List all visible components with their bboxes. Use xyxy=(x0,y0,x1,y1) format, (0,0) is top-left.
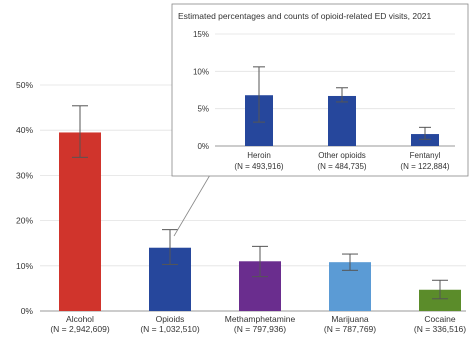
bar xyxy=(328,95,356,146)
inset-title: Estimated percentages and counts of opio… xyxy=(178,11,432,21)
y-tick-label: 40% xyxy=(16,125,33,135)
bar xyxy=(419,289,461,311)
category-label: Opioids xyxy=(156,314,185,324)
inset-callout-pointer xyxy=(173,174,211,237)
y-tick-label: 50% xyxy=(16,80,33,90)
category-count-label: (N = 336,516) xyxy=(414,324,466,334)
inset-bar-chart: Estimated percentages and counts of opio… xyxy=(171,3,469,177)
category-label: Methamphetamine xyxy=(225,314,296,324)
category-label: Alcohol xyxy=(66,314,94,324)
y-tick-label: 0% xyxy=(21,306,34,316)
bar xyxy=(59,132,101,311)
y-tick-label: 15% xyxy=(193,30,209,39)
category-count-label: (N = 787,769) xyxy=(324,324,376,334)
main-bar-chart: 0% 10% 20% 30% 40% 50% Alcohol(N = 2,942,609) O… xyxy=(16,80,466,334)
category-count-label: (N = 1,032,510) xyxy=(140,324,199,334)
category-count-label: (N = 2,942,609) xyxy=(50,324,109,334)
inset-frame xyxy=(171,3,469,177)
category-count-label: (N = 797,936) xyxy=(234,324,286,334)
category-label: Other opioids xyxy=(318,151,366,160)
y-tick-label: 5% xyxy=(197,105,209,114)
category-count-label: (N = 493,916) xyxy=(234,162,283,171)
y-tick-label: 10% xyxy=(16,261,33,271)
category-label: Fentanyl xyxy=(410,151,441,160)
category-label: Heroin xyxy=(247,151,271,160)
y-tick-label: 30% xyxy=(16,170,33,180)
y-tick-label: 10% xyxy=(193,67,209,76)
category-count-label: (N = 122,884) xyxy=(400,162,449,171)
category-count-label: (N = 484,735) xyxy=(317,162,366,171)
bar xyxy=(411,134,439,146)
y-tick-label: 0% xyxy=(197,142,209,151)
category-label: Marijuana xyxy=(331,314,369,324)
category-label: Cocaine xyxy=(424,314,455,324)
y-tick-label: 20% xyxy=(16,216,33,226)
